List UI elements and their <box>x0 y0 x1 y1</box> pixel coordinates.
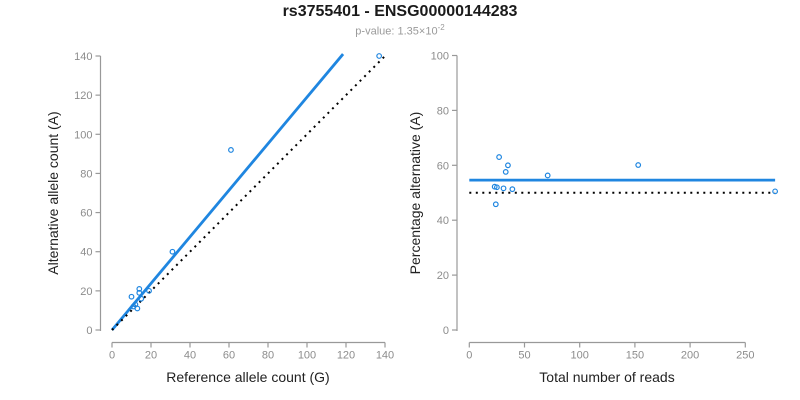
right-yaxis-label: Percentage alternative (A) <box>407 112 423 275</box>
data-point <box>134 305 141 312</box>
y-tick-label: 20 <box>80 286 92 298</box>
y-tick-label: 20 <box>437 270 449 282</box>
fit-line <box>110 53 345 331</box>
data-point <box>772 188 779 195</box>
y-tick-label: 40 <box>80 247 92 259</box>
y-tick-label: 60 <box>80 208 92 220</box>
x-tick-label: 50 <box>518 350 530 362</box>
plot-subtitle: p-value: 1.35×10-2 <box>0 23 800 38</box>
plot-title: rs3755401 - ENSG00000144283 <box>282 3 518 20</box>
right-xaxis-label: Total number of reads <box>539 369 674 385</box>
data-point <box>228 147 234 153</box>
y-tick-label: 80 <box>80 168 92 180</box>
x-tick-label: 200 <box>681 350 699 362</box>
data-point <box>635 162 642 168</box>
data-point <box>136 289 143 296</box>
data-point <box>544 172 551 179</box>
data-point <box>128 293 135 300</box>
y-tick-label: 40 <box>437 215 449 227</box>
x-tick-label: 140 <box>376 350 394 362</box>
y-tick-label: 80 <box>437 105 449 117</box>
data-point <box>136 286 143 292</box>
data-point <box>169 248 176 255</box>
data-point <box>500 185 507 192</box>
x-tick-label: 40 <box>184 350 196 362</box>
data-point <box>509 186 516 193</box>
left-xaxis-label: Reference allele count (G) <box>166 369 329 385</box>
identity-line <box>111 53 388 331</box>
y-tick-label: 60 <box>437 160 449 172</box>
data-point <box>138 295 145 302</box>
data-point <box>505 162 511 169</box>
data-point <box>494 184 500 191</box>
x-tick-label: 0 <box>466 350 472 362</box>
x-tick-label: 80 <box>262 350 274 362</box>
data-point <box>496 154 503 160</box>
p-value-exponent: -2 <box>437 23 445 32</box>
x-tick-label: 20 <box>145 350 157 362</box>
x-tick-label: 120 <box>337 350 355 362</box>
left-plot: 0 20 40 60 80 100 120 140 0 20 40 60 80 100 120 140 <box>74 51 394 362</box>
y-tick-label: 0 <box>86 325 92 337</box>
y-tick-label: 100 <box>74 129 92 141</box>
x-tick-label: 60 <box>223 350 235 362</box>
x-tick-label: 150 <box>626 350 644 362</box>
y-tick-label: 120 <box>74 90 92 102</box>
data-point <box>376 53 383 59</box>
x-tick-label: 100 <box>571 350 589 362</box>
y-tick-label: 100 <box>431 51 449 63</box>
data-point <box>146 287 152 294</box>
y-tick-label: 140 <box>74 51 92 63</box>
x-tick-label: 0 <box>109 350 115 362</box>
x-tick-label: 250 <box>736 350 754 362</box>
x-tick-label: 100 <box>298 350 316 362</box>
p-value-text: p-value: 1.35×10 <box>355 25 438 38</box>
left-yaxis-label: Alternative allele count (A) <box>45 111 61 274</box>
data-point <box>502 168 509 175</box>
data-point <box>492 201 499 208</box>
right-plot: 0 50 100 150 200 250 0 20 40 60 80 100 <box>431 51 779 362</box>
y-tick-label: 0 <box>443 325 449 337</box>
